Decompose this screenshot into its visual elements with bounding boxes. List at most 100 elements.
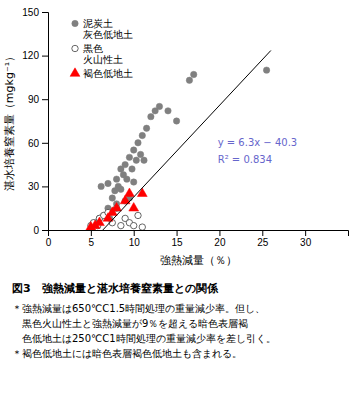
- legend-item: 褐色低地土: [70, 68, 133, 79]
- point-group: [173, 118, 179, 124]
- legend-label-line: 褐色低地土: [83, 68, 133, 79]
- y-axis-line: [42, 13, 49, 231]
- point: [113, 176, 119, 182]
- point-group: [148, 113, 154, 119]
- point-group: [137, 151, 143, 157]
- point-group: [133, 157, 139, 163]
- legend-label-line: 泥炭土: [83, 18, 113, 29]
- point: [135, 140, 141, 146]
- legend-item: 黒色火山性土: [72, 43, 123, 65]
- point: [143, 125, 149, 131]
- point: [131, 147, 137, 153]
- series-points: [86, 188, 147, 230]
- annotation: y = 6.3x − 40.3: [218, 137, 297, 148]
- point-group: [129, 203, 139, 212]
- point-group: [124, 176, 130, 182]
- x-tick: 5: [89, 230, 95, 248]
- point-group: [139, 132, 145, 138]
- x-tick-mark: [262, 230, 263, 236]
- x-tick-label: 10: [129, 237, 141, 248]
- point-group: [135, 140, 141, 146]
- legend-label-line: 灰色低地土: [83, 29, 133, 40]
- point-group: [125, 188, 135, 197]
- point-group: [131, 147, 137, 153]
- legend-label-line: 黒色: [83, 43, 103, 54]
- x-tick-mark: [91, 230, 92, 236]
- point: [126, 154, 132, 160]
- y-tick: 0: [33, 225, 48, 236]
- point-group: [131, 222, 137, 228]
- y-tick-mark: [42, 12, 48, 13]
- y-tick: 120: [22, 50, 48, 61]
- point: [135, 212, 141, 218]
- point-group: [113, 176, 119, 182]
- point-group: [191, 71, 197, 77]
- x-axis-title: 強熱減量（％）: [160, 254, 237, 267]
- point: [105, 180, 111, 186]
- x-tick: 30: [300, 230, 312, 248]
- x-tick-label: 25: [257, 237, 269, 248]
- legend-marker: [70, 68, 80, 77]
- y-tick-label: 120: [22, 50, 39, 61]
- point-group: [135, 212, 141, 218]
- y-tick-label: 150: [22, 7, 39, 18]
- point: [131, 179, 137, 185]
- point-group: [165, 108, 171, 114]
- y-tick-mark: [42, 56, 48, 57]
- y-tick-label: 30: [28, 181, 40, 192]
- y-tick: 90: [28, 94, 48, 105]
- x-axis: 051015202530: [46, 230, 349, 248]
- point: [165, 108, 171, 114]
- y-tick: 150: [22, 7, 48, 18]
- point: [124, 176, 130, 182]
- point: [148, 113, 154, 119]
- note: ＊褐色低地土には暗色表層褐色低地土も含まれる。: [12, 348, 242, 359]
- y-axis: 0 30 60 90 120 150: [22, 7, 48, 236]
- x-tick: 0: [46, 230, 52, 248]
- y-tick-label: 60: [28, 138, 40, 149]
- point-group: [105, 180, 111, 186]
- annotation: R² = 0.834: [218, 154, 272, 165]
- legend-label-line: 火山性土: [83, 54, 123, 65]
- point-group: [126, 154, 132, 160]
- y-tick-mark: [42, 99, 48, 100]
- x-tick: 25: [257, 230, 269, 248]
- x-tick-label: 0: [46, 237, 52, 248]
- legend: 泥炭土灰色低地土黒色火山性土褐色低地土: [70, 18, 133, 79]
- y-tick-label: 90: [28, 94, 40, 105]
- legend-marker-group: [72, 20, 78, 26]
- point: [139, 224, 145, 230]
- point: [98, 183, 104, 189]
- x-axis-line: [49, 231, 349, 237]
- x-tick-mark: [219, 230, 220, 236]
- x-tick-label: 5: [89, 237, 95, 248]
- point-group: [156, 103, 162, 109]
- y-tick: 30: [28, 181, 48, 192]
- legend-label: 黒色火山性土: [83, 43, 123, 65]
- point-group: [118, 222, 124, 228]
- point: [129, 166, 135, 172]
- point-group: [263, 67, 269, 73]
- y-axis-title: 湛水培養窒素量（mgkg⁻¹）: [3, 51, 16, 191]
- point-group: [129, 166, 135, 172]
- point: [173, 118, 179, 124]
- point: [122, 161, 128, 167]
- legend-label: 褐色低地土: [83, 68, 133, 79]
- point: [139, 132, 145, 138]
- point-group: [139, 224, 145, 230]
- point: [186, 77, 192, 83]
- point: [131, 222, 137, 228]
- plot-area: 0510152025300306090120150: [22, 7, 348, 248]
- point-group: [118, 186, 124, 192]
- legend-label: 泥炭土灰色低地土: [83, 18, 133, 40]
- point: [118, 222, 124, 228]
- point: [141, 157, 147, 163]
- legend-marker-group: [72, 45, 78, 51]
- note: ＊強熱減量は650℃C1.5時間処理の重量減少率。但し、: [12, 303, 265, 314]
- point-group: [131, 179, 137, 185]
- note: 色低地土は250℃C1時間処理の重量減少率を差し引く。: [12, 333, 276, 344]
- point: [191, 71, 197, 77]
- x-tick: 20: [214, 230, 226, 248]
- chart: 0510152025300306090120150強熱減量（％）湛水培養窒素量（…: [0, 0, 362, 396]
- point-group: [109, 195, 115, 201]
